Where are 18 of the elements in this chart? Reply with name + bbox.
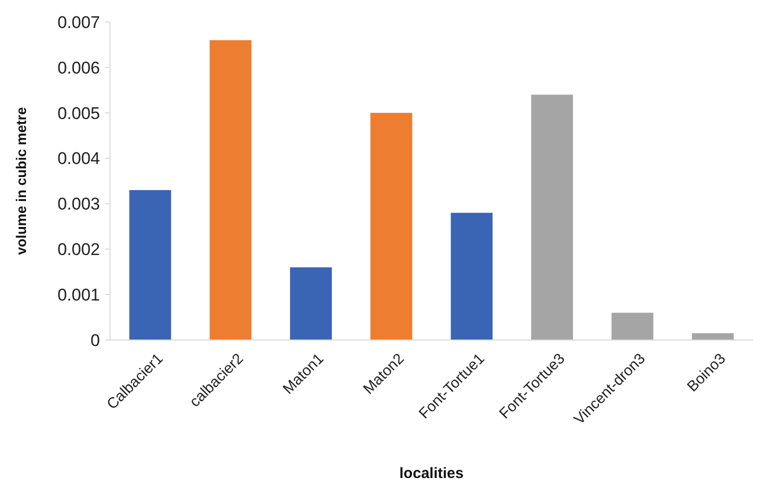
bar xyxy=(370,112,412,340)
y-tick-label: 0.003 xyxy=(57,194,100,214)
bar xyxy=(210,40,252,340)
y-tick-label: 0.001 xyxy=(57,286,100,305)
x-axis-title: localities xyxy=(399,465,464,482)
bar xyxy=(290,267,332,340)
y-tick-label: 0.004 xyxy=(57,149,100,168)
bar xyxy=(612,312,654,340)
y-tick-label: 0.006 xyxy=(57,58,100,78)
bar xyxy=(692,333,734,340)
bar xyxy=(531,94,573,340)
y-tick-label: 0.005 xyxy=(57,104,100,123)
bar xyxy=(450,212,493,340)
y-tick-label: 0.007 xyxy=(57,12,100,32)
bar xyxy=(129,190,172,340)
y-tick-label: 0.002 xyxy=(57,240,100,260)
y-tick-label: 0 xyxy=(90,330,100,350)
y-axis-title: volume in cubic metre xyxy=(13,106,29,255)
